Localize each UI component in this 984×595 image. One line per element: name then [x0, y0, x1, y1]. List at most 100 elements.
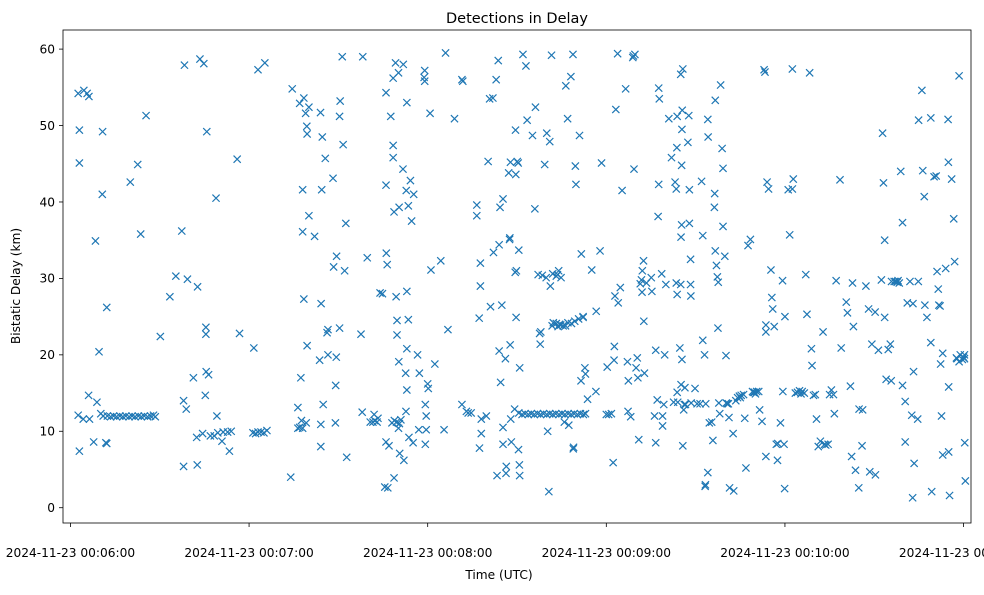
scatter-point [358, 408, 367, 417]
scatter-point [647, 287, 656, 296]
scatter-point [618, 186, 627, 195]
scatter-point [402, 186, 411, 195]
scatter-point [616, 283, 625, 292]
scatter-point [805, 68, 814, 77]
scatter-point [133, 160, 142, 169]
scatter-point [570, 317, 579, 326]
scatter-point [917, 86, 926, 95]
scatter-point [677, 220, 686, 229]
scatter-point [407, 217, 416, 226]
scatter-point [638, 266, 647, 275]
scatter-point [651, 346, 660, 355]
scatter-point [752, 387, 761, 396]
scatter-point [947, 175, 956, 184]
scatter-point [654, 180, 663, 189]
scatter-point [328, 174, 338, 183]
scatter-point [780, 440, 789, 449]
scatter-point [673, 290, 682, 299]
scatter-point [832, 276, 841, 285]
x-tick-label: 2024-11-23 00:08:00 [363, 546, 492, 560]
scatter-point [936, 301, 945, 310]
scatter-point [298, 227, 307, 236]
scatter-point [542, 273, 551, 282]
scatter-point [521, 61, 530, 70]
scatter-point [603, 363, 612, 372]
y-tick-label: 0 [47, 501, 55, 515]
scatter-point [829, 390, 838, 399]
scatter-point [696, 399, 705, 408]
scatter-point [937, 411, 946, 421]
scatter-point [301, 109, 310, 118]
scatter-point [718, 144, 727, 153]
scatter-point [639, 317, 648, 326]
scatter-point [604, 410, 613, 419]
scatter-point [920, 192, 929, 201]
scatter-point [908, 493, 917, 502]
scatter-point [321, 154, 330, 163]
scatter-point [563, 114, 572, 123]
scatter-point [177, 226, 186, 236]
scatter-point [846, 382, 855, 391]
scatter-point [739, 390, 748, 399]
scatter-point [707, 418, 716, 427]
scatter-point [718, 222, 728, 231]
scatter-point [854, 483, 863, 492]
scatter-point [420, 73, 429, 82]
scatter-point [653, 395, 662, 404]
scatter-point [527, 409, 536, 418]
scatter-point [401, 369, 410, 378]
scatter-point [658, 411, 667, 421]
scatter-point [673, 388, 682, 397]
scatter-point [571, 162, 580, 171]
scatter-point [477, 415, 486, 424]
scatter-point [698, 231, 707, 240]
scatter-point [812, 415, 821, 424]
scatter-point [538, 271, 547, 280]
scatter-point [825, 390, 834, 399]
scatter-point [389, 153, 398, 162]
scatter-point [75, 126, 84, 135]
scatter-point [171, 272, 180, 281]
scatter-point [926, 113, 935, 122]
scatter-point [496, 203, 505, 212]
scatter-point [721, 351, 731, 360]
scatter-point [79, 415, 88, 424]
scatter-point [505, 233, 514, 242]
scatter-point [409, 190, 418, 199]
scatter-point [303, 129, 312, 138]
scatter-point [701, 399, 710, 408]
scatter-point [609, 458, 618, 467]
scatter-point [944, 158, 953, 167]
scatter-point [938, 450, 947, 459]
scatter-point [685, 185, 694, 194]
scatter-point [807, 344, 816, 353]
scatter-point [922, 313, 931, 322]
scatter-point [476, 282, 485, 291]
scatter-point [151, 412, 160, 421]
x-tick-label: 2024-11-23 00:09:00 [542, 546, 671, 560]
scatter-point [450, 114, 459, 123]
scatter-point [678, 106, 687, 115]
scatter-point [658, 421, 667, 430]
scatter-point [458, 77, 467, 86]
scatter-point [332, 353, 341, 362]
scatter-point [884, 345, 893, 354]
scatter-point [299, 295, 308, 304]
scatter-point [398, 165, 408, 174]
scatter-point [212, 411, 221, 421]
scatter-point [199, 59, 208, 68]
scatter-point [402, 385, 411, 395]
scatter-point [720, 252, 729, 261]
scatter-point [667, 153, 676, 162]
scatter-point [566, 72, 575, 81]
scatter-point [887, 376, 896, 385]
scatter-point [206, 431, 215, 440]
scatter-point [414, 425, 423, 434]
scatter-point [518, 50, 527, 59]
scatter-point [821, 441, 830, 450]
scatter-point [671, 178, 680, 187]
scatter-point [780, 484, 789, 493]
scatter-point [477, 429, 486, 438]
scatter-point [74, 411, 83, 420]
